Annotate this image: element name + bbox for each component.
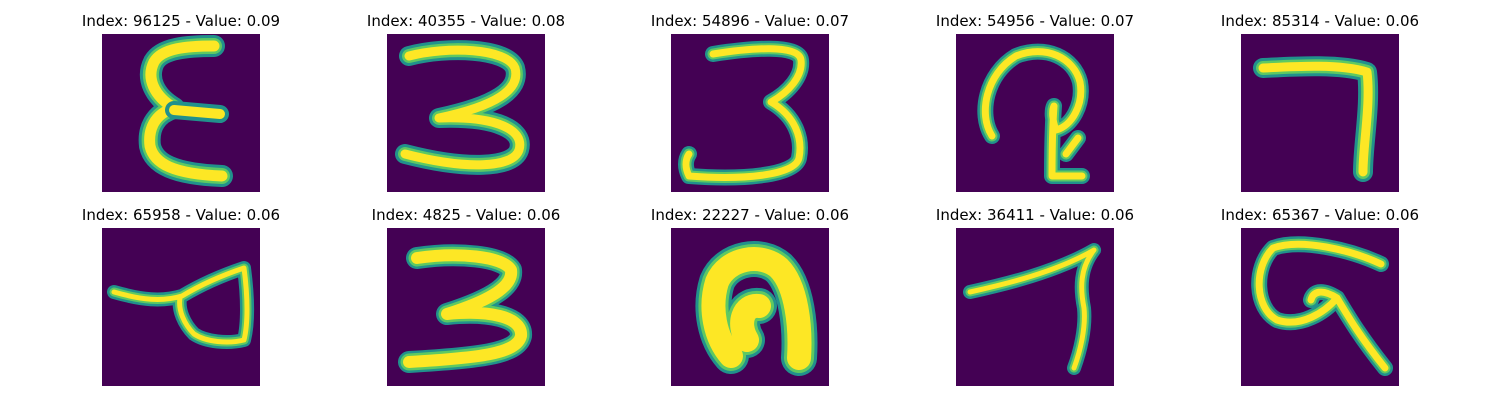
digit-image-loop-tail: [102, 228, 260, 386]
digit-image-arch: [671, 228, 829, 386]
digit-image-epsilon: [102, 34, 260, 192]
digit-image-loop-hook: [956, 34, 1114, 192]
panel-title: Index: 65367 - Value: 0.06: [1220, 206, 1420, 224]
panel-title: Index: 54896 - Value: 0.07: [650, 12, 850, 30]
panel-title: Index: 96125 - Value: 0.09: [81, 12, 281, 30]
panel-title: Index: 36411 - Value: 0.06: [935, 206, 1135, 224]
panel-title: Index: 22227 - Value: 0.06: [650, 206, 850, 224]
panel-title: Index: 65958 - Value: 0.06: [81, 206, 281, 224]
digit-image-three-open: [671, 34, 829, 192]
digit-image-seven-slant: [956, 228, 1114, 386]
digit-image-curl: [1241, 228, 1399, 386]
digit-image-three: [387, 34, 545, 192]
digit-image-three-bold: [387, 228, 545, 386]
panel-title: Index: 4825 - Value: 0.06: [371, 206, 561, 224]
panel-title: Index: 40355 - Value: 0.08: [366, 12, 566, 30]
panel-title: Index: 85314 - Value: 0.06: [1220, 12, 1420, 30]
digit-image-seven: [1241, 34, 1399, 192]
panel-title: Index: 54956 - Value: 0.07: [935, 12, 1135, 30]
